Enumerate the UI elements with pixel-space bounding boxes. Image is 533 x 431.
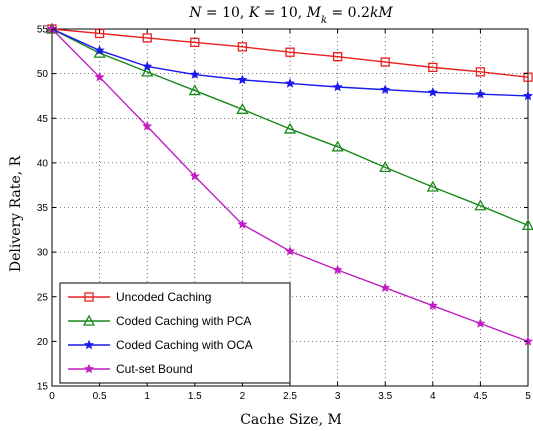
star-marker bbox=[94, 45, 105, 55]
y-tick-label: 30 bbox=[37, 248, 49, 259]
star-marker bbox=[83, 339, 95, 350]
y-tick-label: 25 bbox=[37, 292, 49, 303]
square-marker bbox=[475, 67, 486, 77]
y-tick-label: 55 bbox=[37, 25, 49, 36]
star-marker bbox=[380, 282, 391, 293]
x-tick-label: 4.5 bbox=[473, 391, 487, 402]
square-marker bbox=[237, 42, 248, 52]
series-line bbox=[51, 28, 529, 226]
series-3 bbox=[46, 23, 533, 346]
star-marker bbox=[142, 61, 153, 71]
triangle-marker bbox=[188, 84, 201, 96]
x-tick-label: 1 bbox=[144, 391, 150, 402]
y-tick-label: 15 bbox=[37, 382, 49, 393]
x-tick-label: 4 bbox=[430, 391, 436, 402]
x-axis: 0 0.5 1 1.5 2 2.5 3 3.5 4 4.5 5 bbox=[49, 29, 531, 402]
star-marker bbox=[475, 88, 486, 99]
star-marker bbox=[284, 245, 296, 256]
y-axis-title: Delivery Rate, R bbox=[8, 155, 24, 272]
star-marker bbox=[284, 78, 296, 88]
triangle-marker bbox=[283, 122, 297, 134]
star-marker bbox=[142, 120, 153, 131]
series-2 bbox=[46, 23, 533, 101]
x-tick-label: 2.5 bbox=[283, 391, 297, 402]
x-tick-label: 0.5 bbox=[93, 391, 107, 402]
star-marker bbox=[83, 363, 95, 374]
y-tick-label: 20 bbox=[37, 337, 49, 348]
y-tick-label: 50 bbox=[37, 69, 49, 80]
y-tick-label: 45 bbox=[37, 114, 49, 125]
x-tick-label: 3 bbox=[335, 391, 341, 402]
star-marker bbox=[237, 219, 248, 229]
star-marker bbox=[522, 90, 533, 101]
star-marker bbox=[380, 84, 391, 94]
series-1 bbox=[45, 22, 533, 230]
triangle-marker bbox=[331, 140, 344, 152]
square-marker bbox=[190, 37, 200, 48]
legend-label: Coded Caching with PCA bbox=[116, 314, 251, 328]
legend-label: Coded Caching with OCA bbox=[116, 338, 253, 352]
triangle-marker bbox=[521, 219, 533, 230]
x-tick-label: 1.5 bbox=[188, 391, 202, 402]
legend-label: Uncoded Caching bbox=[116, 290, 211, 304]
triangle-marker bbox=[141, 65, 154, 77]
square-marker bbox=[285, 47, 295, 57]
star-marker bbox=[427, 87, 438, 97]
star-marker bbox=[332, 81, 343, 92]
x-axis-title: Cache Size, M bbox=[240, 412, 342, 428]
legend-label: Cut-set Bound bbox=[116, 362, 193, 376]
star-marker bbox=[94, 71, 105, 82]
x-tick-label: 3.5 bbox=[378, 391, 392, 402]
series-layer bbox=[45, 22, 533, 346]
triangle-marker bbox=[236, 102, 249, 114]
x-tick-label: 2 bbox=[240, 391, 246, 402]
star-marker bbox=[189, 69, 200, 79]
y-axis: 15 20 25 30 35 40 45 50 55 bbox=[37, 25, 528, 393]
triangle-marker bbox=[82, 314, 96, 326]
star-marker bbox=[332, 264, 343, 275]
y-tick-label: 35 bbox=[37, 203, 49, 214]
triangle-marker bbox=[379, 160, 392, 172]
square-marker bbox=[84, 292, 94, 302]
square-marker bbox=[142, 33, 152, 43]
legend-box bbox=[59, 282, 291, 384]
star-marker bbox=[427, 300, 438, 310]
x-tick-label: 0 bbox=[49, 391, 55, 402]
square-marker bbox=[332, 52, 343, 62]
chart-title: N = 10, K = 10, Mk = 0.2kM bbox=[188, 5, 393, 26]
legend: Uncoded Caching Coded Caching with PCA Cod… bbox=[59, 282, 291, 384]
star-marker bbox=[189, 170, 200, 181]
y-tick-label: 40 bbox=[37, 158, 49, 169]
square-marker bbox=[428, 62, 438, 73]
star-marker bbox=[237, 74, 248, 85]
star-marker bbox=[475, 318, 486, 328]
series-line bbox=[51, 28, 529, 78]
square-marker bbox=[380, 57, 390, 67]
x-tick-label: 5 bbox=[525, 391, 531, 402]
triangle-marker bbox=[474, 199, 487, 211]
grid bbox=[52, 29, 528, 386]
triangle-marker bbox=[426, 180, 439, 192]
